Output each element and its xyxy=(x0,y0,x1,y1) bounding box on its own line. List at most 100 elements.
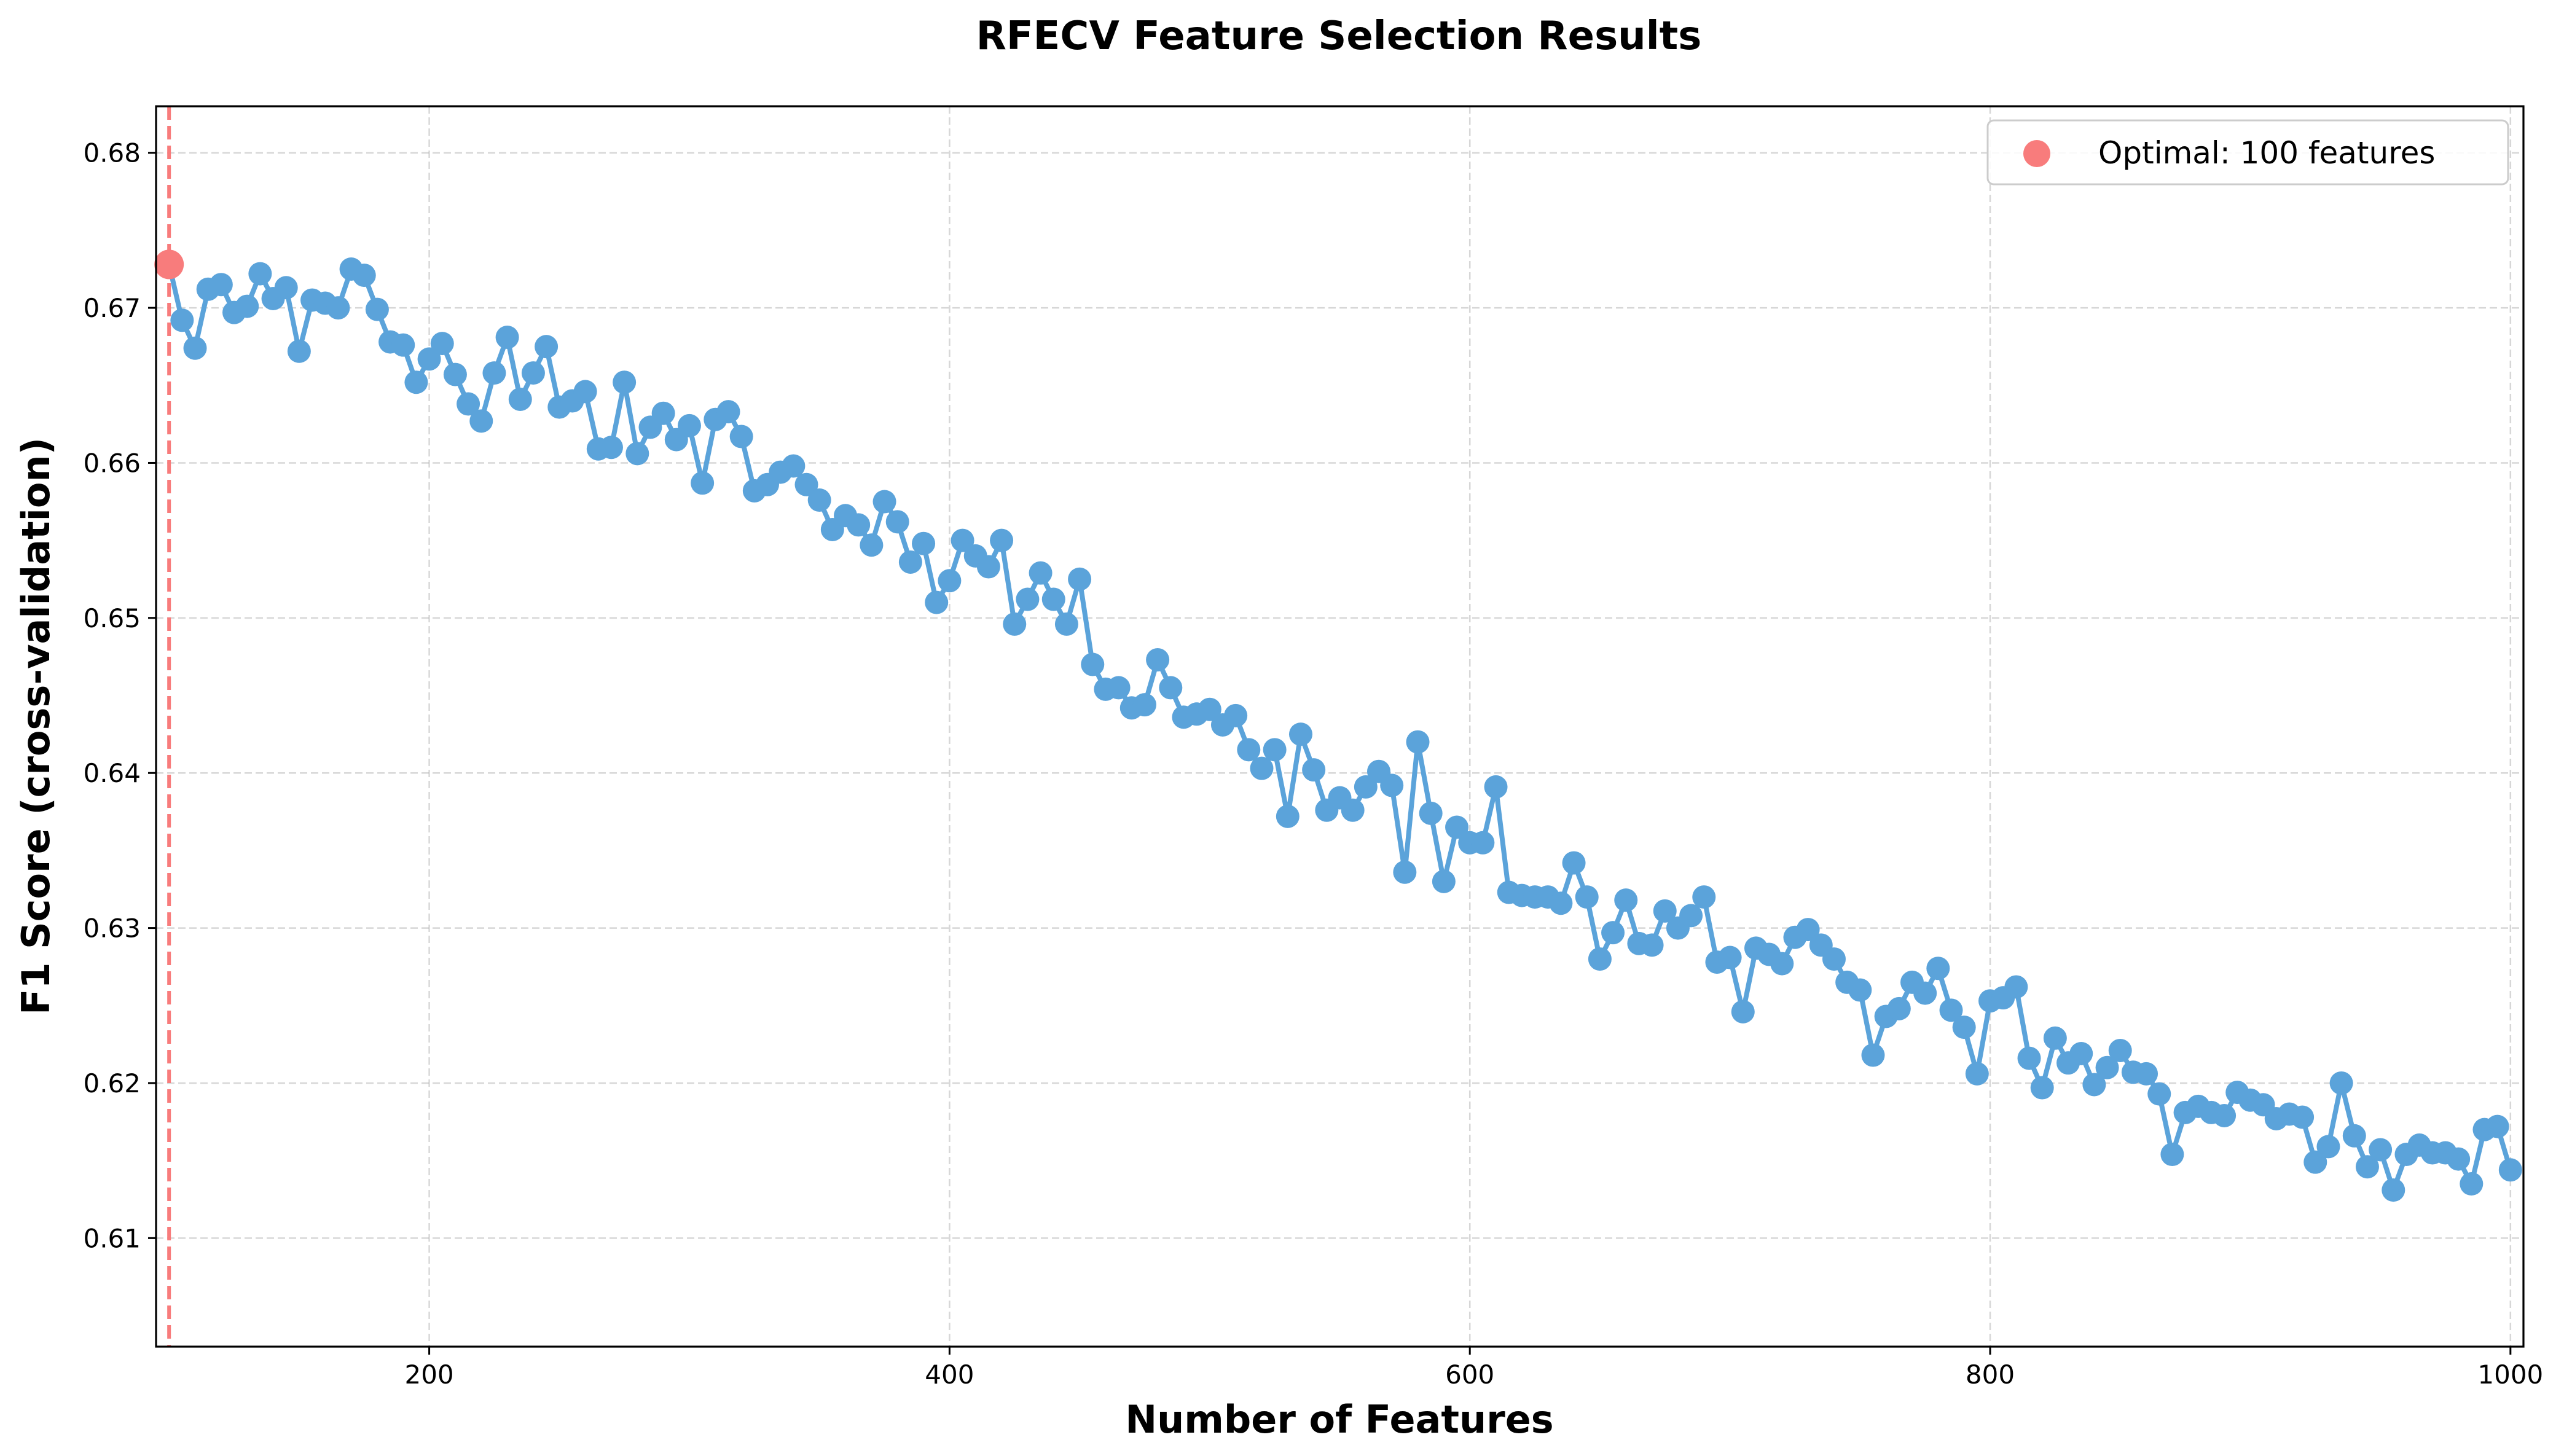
data-point xyxy=(1471,831,1495,855)
data-point xyxy=(2043,1026,2067,1050)
chart-title: RFECV Feature Selection Results xyxy=(976,14,1702,59)
data-point xyxy=(1926,957,1950,980)
data-point xyxy=(2485,1114,2509,1138)
data-point xyxy=(1003,612,1027,636)
data-point xyxy=(535,335,559,359)
data-point xyxy=(1380,773,1404,797)
optimal-marker-group xyxy=(154,249,184,280)
data-point xyxy=(2030,1076,2054,1100)
y-tick-label: 0.68 xyxy=(83,138,141,168)
data-point xyxy=(1302,758,1326,782)
data-point xyxy=(613,370,637,394)
x-tick-label: 800 xyxy=(1966,1360,2015,1390)
data-point xyxy=(573,380,597,404)
data-point xyxy=(782,454,806,478)
data-point xyxy=(1198,697,1221,721)
data-point xyxy=(1965,1062,1989,1086)
data-point xyxy=(2017,1046,2041,1070)
data-point xyxy=(1614,888,1638,912)
data-point xyxy=(1861,1043,1885,1067)
data-point xyxy=(1263,738,1287,762)
data-point xyxy=(1562,851,1586,875)
data-point xyxy=(1770,952,1794,976)
data-point xyxy=(2447,1147,2471,1171)
data-point xyxy=(1432,869,1456,893)
data-point xyxy=(2095,1055,2119,1079)
data-point xyxy=(1640,933,1664,957)
data-point xyxy=(1107,676,1131,700)
data-point xyxy=(938,569,962,593)
legend-marker-optimal xyxy=(2023,140,2050,167)
data-point xyxy=(651,401,675,425)
data-point xyxy=(1159,676,1183,700)
y-tick-label: 0.63 xyxy=(83,914,141,944)
data-point xyxy=(691,471,715,495)
data-point xyxy=(1484,775,1508,799)
data-point xyxy=(1588,947,1612,971)
data-point xyxy=(1419,801,1443,825)
data-point xyxy=(2460,1172,2484,1196)
data-point xyxy=(1146,648,1170,671)
data-point xyxy=(2355,1155,2379,1179)
grid xyxy=(156,106,2523,1347)
y-tick-label: 0.66 xyxy=(83,448,141,478)
data-point xyxy=(599,436,623,460)
legend: Optimal: 100 features xyxy=(1986,119,2509,186)
data-point xyxy=(326,296,350,320)
data-point xyxy=(1601,921,1625,945)
data-point xyxy=(235,294,259,318)
data-point xyxy=(1068,567,1092,591)
data-point xyxy=(2160,1143,2184,1167)
data-point xyxy=(1679,904,1703,928)
data-point xyxy=(1796,918,1820,942)
data-point xyxy=(287,339,311,363)
data-point xyxy=(1731,1000,1755,1024)
data-point xyxy=(1913,981,1937,1005)
data-point xyxy=(898,550,922,574)
data-point xyxy=(2329,1071,2353,1095)
data-point xyxy=(495,326,519,350)
x-axis-label: Number of Features xyxy=(1125,1397,1553,1442)
data-point xyxy=(2291,1105,2315,1129)
data-point xyxy=(925,590,949,614)
data-point xyxy=(482,361,506,385)
data-point xyxy=(457,392,480,416)
data-point xyxy=(2369,1138,2393,1162)
data-point xyxy=(2213,1103,2237,1127)
data-point xyxy=(417,347,441,371)
data-points xyxy=(157,252,2522,1202)
data-point xyxy=(1224,703,1248,727)
data-point xyxy=(1718,945,1742,969)
data-point xyxy=(2135,1062,2158,1086)
data-point xyxy=(2303,1150,2327,1174)
y-axis-ticks: 0.61 0.62 0.63 0.64 0.65 0.66 0.67 0.68 xyxy=(83,138,156,1253)
data-point xyxy=(1081,652,1105,676)
legend-label-optimal: Optimal: 100 features xyxy=(2098,135,2435,171)
data-point xyxy=(729,425,753,448)
data-point xyxy=(1276,804,1300,828)
data-point xyxy=(951,528,974,552)
data-point xyxy=(1406,730,1430,754)
data-point xyxy=(2342,1124,2366,1148)
data-point xyxy=(430,332,454,356)
data-point xyxy=(1029,561,1053,585)
data-point xyxy=(209,273,233,297)
data-point xyxy=(443,362,467,386)
data-point xyxy=(2108,1038,2132,1062)
data-point xyxy=(1939,998,1963,1022)
data-point xyxy=(885,510,909,534)
data-point xyxy=(872,490,896,514)
data-point xyxy=(1237,738,1261,762)
data-point xyxy=(716,400,740,424)
data-point xyxy=(2004,975,2028,999)
data-point xyxy=(508,387,532,411)
y-tick-label: 0.62 xyxy=(83,1068,141,1098)
data-point xyxy=(2082,1073,2106,1097)
data-point xyxy=(404,370,428,394)
data-point xyxy=(2316,1135,2340,1159)
data-point xyxy=(1445,815,1469,839)
data-point xyxy=(1952,1016,1976,1039)
data-point xyxy=(2382,1178,2405,1202)
